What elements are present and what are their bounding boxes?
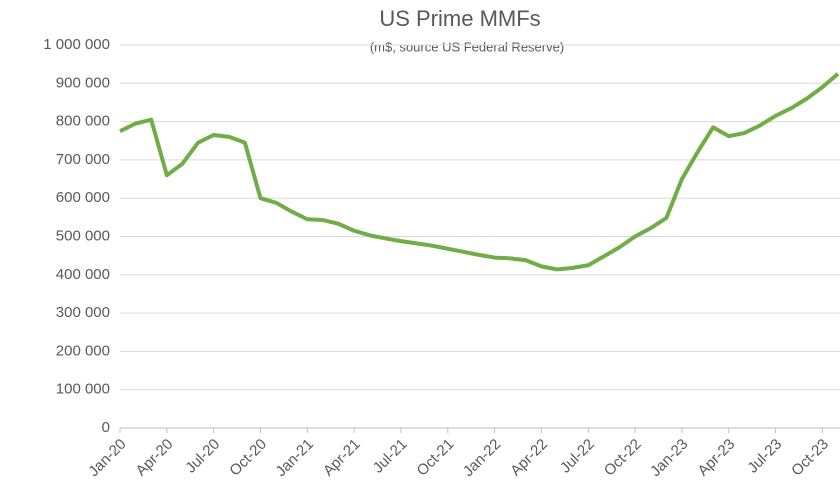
- x-tick-label: Oct-23: [788, 436, 832, 480]
- x-tick-label: Apr-21: [320, 436, 364, 480]
- y-tick-label: 400 000: [56, 266, 110, 283]
- y-tick-label: 700 000: [56, 151, 110, 168]
- y-tick-label: 200 000: [56, 342, 110, 359]
- y-tick-label: 1 000 000: [43, 36, 110, 53]
- x-tick-label: Jan-20: [85, 436, 129, 480]
- y-tick-label: 100 000: [56, 381, 110, 398]
- y-tick-label: 900 000: [56, 74, 110, 91]
- x-tick-label: Jul-20: [182, 436, 223, 477]
- y-tick-label: 800 000: [56, 113, 110, 130]
- x-tick-label: Jan-22: [460, 436, 504, 480]
- x-tick-label: Jul-22: [557, 436, 598, 477]
- x-tick-label: Oct-22: [601, 436, 645, 480]
- x-tick-label: Apr-23: [695, 436, 739, 480]
- x-tick-label: Jul-21: [370, 436, 411, 477]
- x-tick-label: Jul-23: [744, 436, 785, 477]
- x-tick-label: Oct-20: [226, 436, 270, 480]
- x-tick-label: Apr-20: [133, 436, 177, 480]
- x-tick-label: Oct-21: [414, 436, 458, 480]
- y-tick-label: 0: [102, 419, 110, 436]
- x-tick-label: Jan-23: [647, 436, 691, 480]
- x-tick-label: Jan-21: [272, 436, 316, 480]
- y-tick-label: 300 000: [56, 304, 110, 321]
- x-tick-label: Apr-22: [507, 436, 551, 480]
- chart-subtitle: (m$, source US Federal Reserve): [370, 39, 564, 54]
- y-tick-label: 600 000: [56, 189, 110, 206]
- chart-title: US Prime MMFs: [379, 6, 540, 31]
- data-line: [119, 72, 840, 272]
- y-tick-label: 500 000: [56, 227, 110, 244]
